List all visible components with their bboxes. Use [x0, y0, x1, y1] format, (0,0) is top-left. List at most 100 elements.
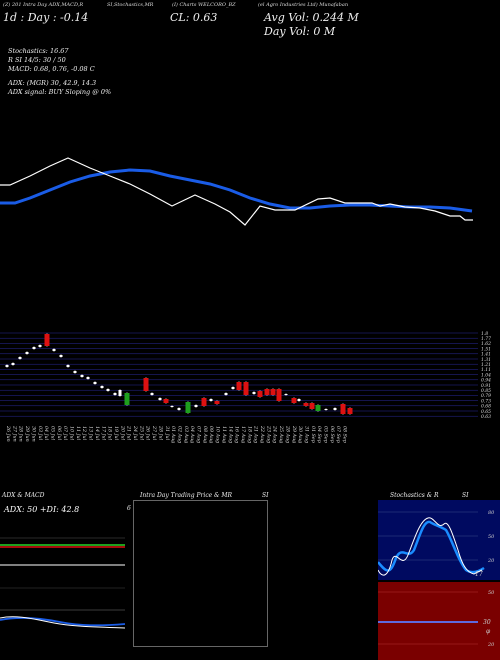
- date-label: 14 Jul: [94, 426, 100, 441]
- rsi-readout: R SI 14/5: 30 / 50: [8, 56, 66, 64]
- candle-body: [291, 398, 297, 403]
- rsi-area: [378, 582, 500, 660]
- date-label: 23 Aug: [265, 425, 271, 443]
- candle-body: [118, 390, 122, 396]
- candle-body: [124, 393, 130, 405]
- date-label: 14 Aug: [227, 426, 233, 443]
- price-axis-label: 0.85: [481, 388, 491, 394]
- date-label: 28 Jun: [18, 425, 24, 442]
- price-axis-label: 1.8: [481, 331, 488, 337]
- candle-body: [11, 363, 15, 365]
- avg-volume: Avg Vol: 0.244 M: [264, 11, 359, 24]
- candle-body: [185, 402, 191, 413]
- intraday-title: Intra Day Trading Price & MR: [140, 492, 233, 499]
- date-label: 10 Jul: [69, 426, 75, 441]
- macd-line: [0, 616, 125, 629]
- date-label: 07 Aug: [196, 426, 202, 443]
- chart-title-line-d: (el Agro Industries Ltd) Munafaban: [258, 2, 349, 8]
- price-axis-label: 0.79: [481, 393, 491, 399]
- candle-body: [264, 389, 270, 395]
- candle-body: [340, 404, 346, 414]
- date-label: 31 Jul: [164, 426, 170, 441]
- price-axis-label: 1.62: [481, 341, 491, 347]
- adx-side-label: 6: [127, 505, 131, 512]
- date-label: 03 Aug: [183, 426, 189, 443]
- rsi-marker-icon: φ: [486, 628, 491, 635]
- day-volume: Day Vol: 0 M: [264, 25, 336, 38]
- candle-body: [333, 408, 337, 410]
- date-label: 26 Jun: [5, 425, 11, 442]
- candle-body: [315, 405, 321, 411]
- chart-title-line-c: (I) Charts WELCORO_BZ: [172, 2, 236, 8]
- date-label: 24 Jul: [132, 425, 138, 441]
- day-change: 1d : Day : -0.14: [3, 11, 89, 24]
- stochastics-area: [378, 500, 500, 580]
- price-axis-label: 1.31: [481, 357, 491, 363]
- date-label: 27 Jun: [11, 425, 17, 442]
- candle-body: [224, 393, 228, 395]
- date-label: 05 Sep: [323, 426, 329, 443]
- adx-macd-panel: ADX: 50 +DI: 42.8: [0, 500, 125, 660]
- price-axis-label: 1.11: [481, 367, 491, 373]
- date-label: 05 Jul: [49, 426, 55, 441]
- trend-lines-chart: [0, 157, 473, 226]
- price-axis-label: 1.51: [481, 346, 491, 352]
- date-label: 21 Aug: [253, 425, 259, 443]
- date-label: 31 Aug: [303, 426, 309, 443]
- date-label: 18 Aug: [246, 426, 252, 443]
- date-label: 06 Sep: [329, 426, 335, 443]
- candle-body: [257, 391, 263, 397]
- chart-title-line-b: SI,Stochastics,MR: [107, 2, 154, 8]
- date-label: 24 Aug: [272, 425, 278, 443]
- date-label: 19 Jul: [113, 426, 119, 441]
- intraday-panel: [133, 500, 268, 647]
- intraday-si: SI: [262, 492, 269, 499]
- date-label: 25 Jul: [138, 425, 144, 441]
- price-axis-label: 1.77: [481, 336, 491, 342]
- stoch-k-line: [378, 517, 483, 576]
- candle-body: [59, 355, 63, 357]
- candle-body: [284, 394, 288, 395]
- rsi-value: 30: [483, 619, 491, 626]
- date-label: 22 Aug: [259, 425, 265, 443]
- date-label: 30 Jun: [30, 426, 36, 442]
- date-label: 17 Jul: [100, 426, 106, 441]
- candle-body: [163, 399, 169, 403]
- date-axis: 26 Jun 27 Jun 28 Jun 29 Jun 30 Jun 03 Jul 04 J…: [5, 425, 348, 443]
- date-label: 17 Aug: [240, 426, 246, 443]
- candle-body: [93, 382, 97, 384]
- price-axis-label: 0.91: [481, 383, 491, 389]
- candle-body: [297, 399, 301, 401]
- candle-body: [214, 401, 220, 404]
- date-label: 07 Jul: [62, 426, 68, 441]
- date-label: 04 Aug: [189, 426, 195, 443]
- macd-signal-line: [0, 616, 125, 627]
- stoch-axis-20: 20: [487, 558, 495, 564]
- candle-body: [201, 398, 207, 406]
- ema-line: [0, 168, 473, 213]
- price-axis-label: 0.65: [481, 409, 491, 415]
- chart-title-line: (Z) 201 Intra Day ADX,MACD,R: [3, 2, 84, 8]
- stoch-rsi-panel: 80 50 20 17 50 20 30 φ: [378, 500, 500, 660]
- candle-body: [18, 357, 22, 359]
- adx-panel-title: ADX & MACD: [2, 492, 45, 499]
- candle-body: [143, 378, 149, 391]
- date-label: 04 Sep: [316, 426, 322, 443]
- date-label: 29 Jun: [24, 425, 30, 442]
- date-label: 16 Aug: [234, 426, 240, 443]
- date-label: 09 Aug: [208, 426, 214, 443]
- price-axis-label: 1.04: [481, 372, 491, 378]
- macd-readout: MACD: 0.68, 0.76, -0.08 C: [8, 65, 95, 73]
- date-label: 07 Sep: [335, 426, 341, 443]
- date-label: 01 Sep: [310, 426, 316, 443]
- candle-body: [38, 345, 42, 347]
- date-label: 02 Aug: [176, 426, 182, 443]
- stoch-si: SI: [462, 492, 469, 499]
- candle-body: [209, 399, 213, 401]
- candle-body: [86, 377, 90, 379]
- candle-body: [32, 347, 36, 349]
- stoch-axis-50: 50: [488, 534, 495, 540]
- candle-body: [194, 405, 198, 407]
- candle-body: [236, 382, 242, 390]
- stoch-title: Stochastics & R: [390, 492, 439, 499]
